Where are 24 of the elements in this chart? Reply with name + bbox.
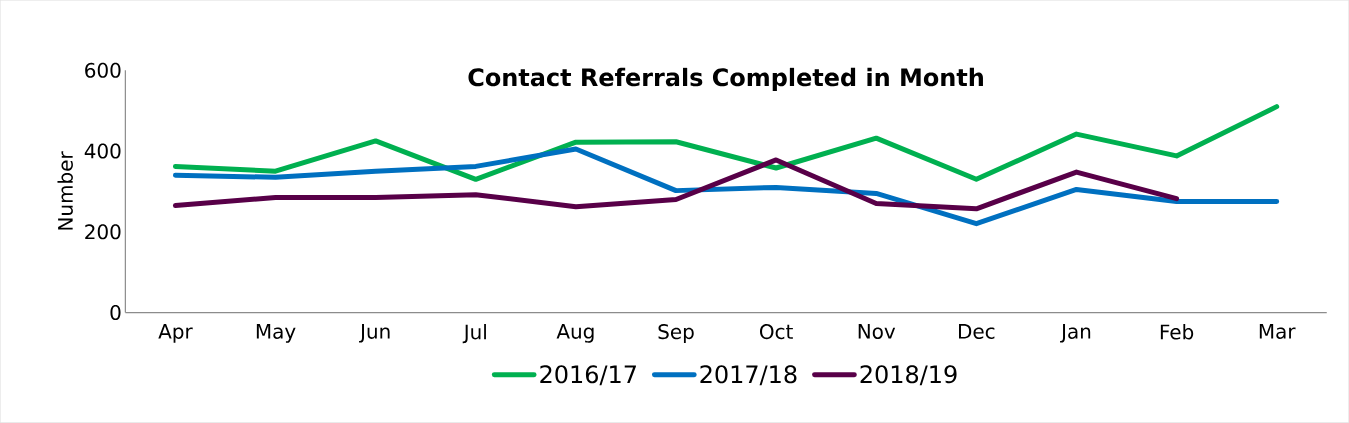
y-tick-label: 600 (85, 62, 121, 78)
legend-label: 2016/17 (540, 365, 636, 386)
y-tick-label: 200 (85, 224, 121, 240)
chart-title: Contact Referrals Completed in Month (468, 67, 983, 92)
line-series (172, 157, 1180, 212)
x-tick-label: Jan (1060, 324, 1091, 343)
y-tick-label: 400 (84, 143, 121, 159)
x-tick-label: Jun (359, 324, 390, 343)
x-tick-label: May (256, 324, 296, 343)
x-tick-label: Oct (760, 324, 793, 340)
legend-label: 2018/19 (860, 365, 957, 386)
x-tick-label: Feb (1160, 324, 1194, 340)
x-tick-label: Sep (658, 324, 694, 344)
legend-label: 2017/18 (700, 365, 797, 386)
line-series (172, 146, 1280, 227)
y-tick-label: 0 (110, 305, 121, 321)
x-tick-label: Aug (556, 324, 594, 343)
x-tick-label: Dec (959, 324, 995, 339)
x-tick-label: Apr (158, 324, 193, 343)
x-tick-label: Nov (858, 324, 896, 339)
x-tick-label: Mar (1259, 324, 1296, 339)
x-tick-label: Jul (462, 324, 486, 344)
line-series (172, 104, 1280, 182)
y-axis-title: Number (57, 151, 73, 230)
